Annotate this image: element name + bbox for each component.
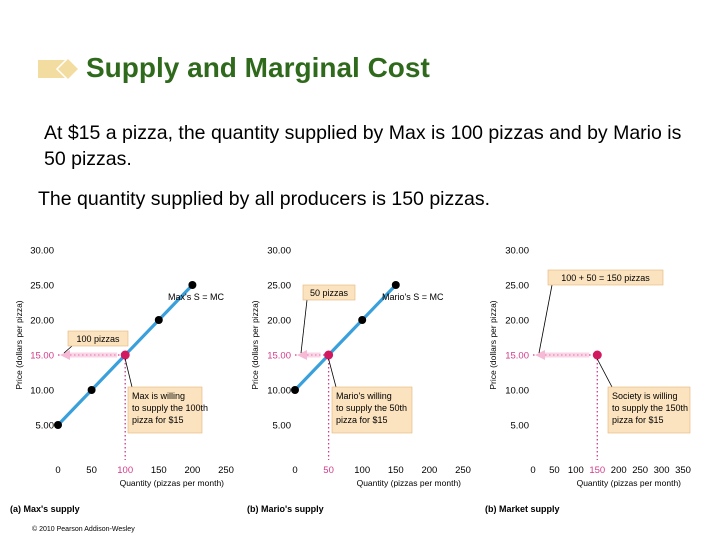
x-axis-label: Quantity (pizzas per month) [120,478,225,488]
price-arrow-shaft [545,352,590,358]
quantity-callout-box [547,269,664,286]
note-line: to supply the 150th [612,403,688,413]
x-tick-label: 100 [354,465,370,476]
x-tick-label: 350 [675,465,691,476]
x-tick-label: 50 [323,465,334,476]
y-tick-label: 10.00 [267,386,291,397]
callout-leader [63,345,73,354]
x-tick-label: 50 [86,465,97,476]
callout-leader [538,284,553,354]
quantity-callout-text: 100 pizzas [76,334,120,344]
panel-label: (a) Max's supply [10,504,80,514]
y-tick-label: 10.00 [505,386,529,397]
price-arrow-shaft [307,352,321,358]
price-arrow-head [297,350,307,360]
note-line: pizza for $15 [336,415,388,425]
x-tick-label: 250 [455,465,471,476]
supply-point [291,386,299,394]
note-box [607,386,691,434]
highlight-point [324,350,334,360]
note-line: Mario's willing [336,391,392,401]
x-tick-label: 100 [117,465,133,476]
supply-point [391,281,400,289]
y-tick-label: 20.00 [505,316,529,327]
y-tick-label: 15.00 [30,351,54,362]
quantity-callout-text: 50 pizzas [310,288,349,298]
highlight-point [592,350,602,360]
x-tick-label: 50 [549,465,560,476]
x-tick-label: 0 [292,465,297,476]
x-tick-label: 200 [184,465,200,476]
x-tick-label: 150 [388,465,404,476]
x-tick-label: 250 [218,465,234,476]
y-tick-label: 15.00 [505,351,529,362]
x-tick-label: 200 [421,465,437,476]
y-tick-label: 30.00 [267,246,291,257]
x-tick-label: 300 [654,465,670,476]
y-axis-label: Price (dollars per pizza) [14,300,24,389]
x-tick-label: 100 [568,465,584,476]
quantity-callout-box [302,284,356,301]
y-tick-label: 20.00 [267,316,291,327]
price-arrow-head [60,350,70,360]
y-tick-label: 25.00 [505,281,529,292]
supply-point [54,421,62,429]
supply-line [293,283,397,392]
y-tick-label: 15.00 [267,351,291,362]
supply-point [358,316,367,324]
note-line: to supply the 100th [132,403,208,413]
note-line: Society is willing [612,391,678,401]
y-tick-label: 5.00 [36,421,55,432]
copyright-footer: © 2010 Pearson Addison-Wesley [32,526,135,533]
series-label: Mario's S = MC [382,292,444,302]
note-leader [328,358,337,388]
x-tick-label: 200 [611,465,627,476]
y-tick-label: 20.00 [30,316,54,327]
page-title: Supply and Marginal Cost [86,52,430,83]
highlight-point [120,350,130,360]
y-tick-label: 30.00 [505,246,529,257]
note-box [331,386,413,434]
x-tick-label: 250 [632,465,648,476]
note-line: Max is willing [132,391,185,401]
price-arrow-shaft [70,352,118,358]
supply-point [154,316,163,324]
body-paragraph-1: At $15 a pizza, the quantity supplied by… [44,122,682,170]
x-tick-label: 0 [55,465,60,476]
body-paragraph-2: The quantity supplied by all producers i… [38,188,491,210]
note-box [127,386,203,434]
x-tick-label: 0 [530,465,535,476]
y-tick-label: 25.00 [267,281,291,292]
panel-label: (b) Market supply [485,504,560,514]
title-bullet-icon [38,58,80,80]
y-axis-label: Price (dollars per pizza) [250,300,260,389]
y-tick-label: 25.00 [30,281,54,292]
quantity-callout-box [67,330,129,347]
x-axis-label: Quantity (pizzas per month) [577,478,682,488]
y-axis-label: Price (dollars per pizza) [488,300,498,389]
y-tick-label: 10.00 [30,386,54,397]
price-arrow-head [535,350,545,360]
y-tick-label: 30.00 [30,246,54,257]
quantity-callout-text: 100 + 50 = 150 pizzas [561,273,650,283]
note-line: pizza for $15 [132,415,184,425]
supply-point [87,386,96,394]
supply-point [188,281,197,289]
note-leader [596,358,613,388]
callout-leader [300,299,308,354]
series-label: Max's S = MC [168,292,224,302]
panel-label: (b) Mario's supply [247,504,324,514]
y-tick-label: 5.00 [511,421,530,432]
note-leader [124,358,133,388]
y-tick-label: 5.00 [273,421,292,432]
x-axis-label: Quantity (pizzas per month) [357,478,462,488]
x-tick-label: 150 [151,465,167,476]
note-line: pizza for $15 [612,415,664,425]
x-tick-label: 150 [589,465,605,476]
note-line: to supply the 50th [336,403,407,413]
